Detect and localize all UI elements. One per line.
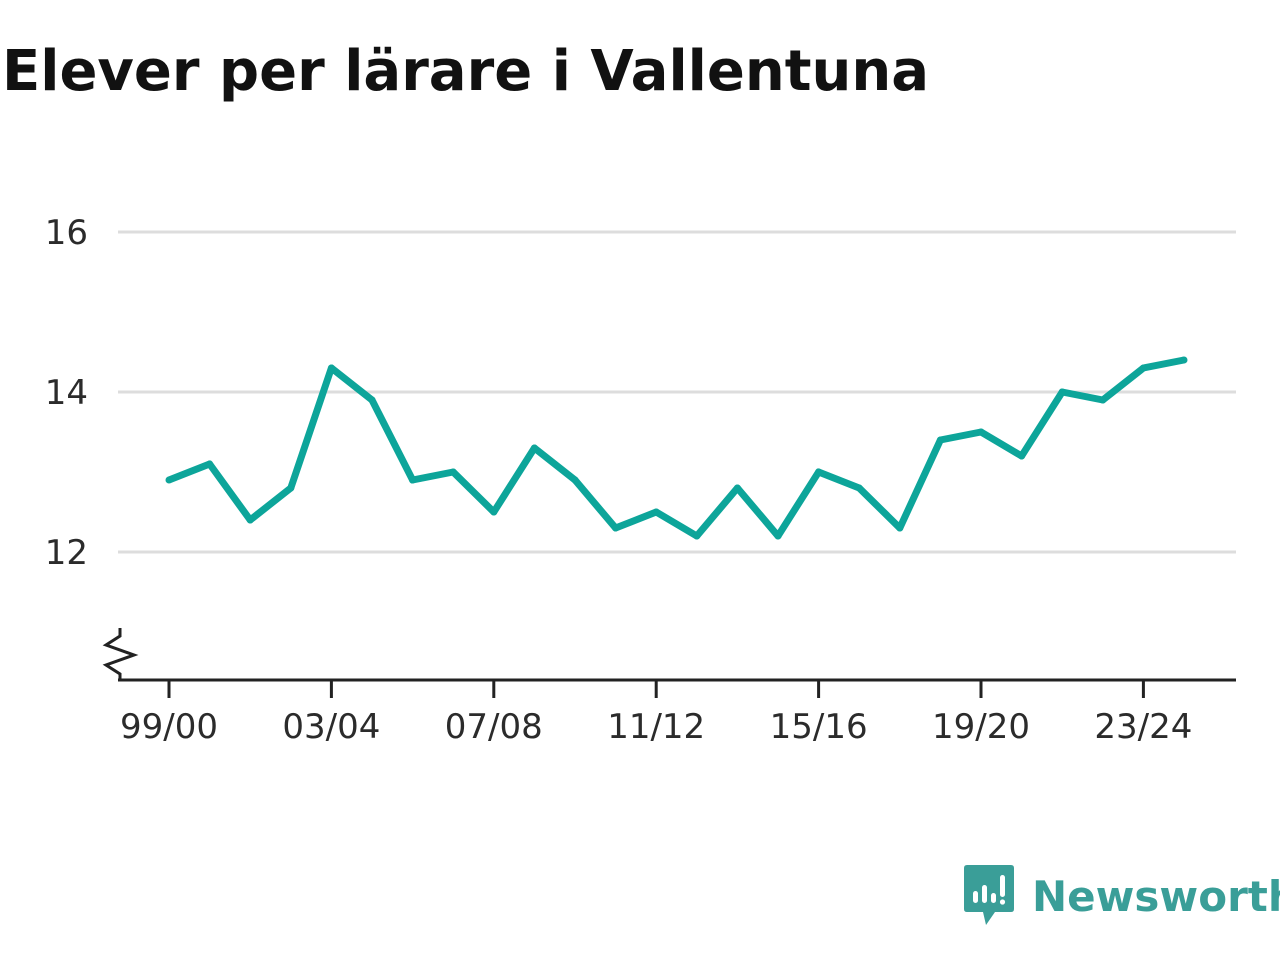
data-point-19-20 (977, 428, 985, 436)
data-point-03-04 (327, 364, 335, 372)
y-tick-label-14: 14 (45, 373, 88, 413)
x-tick-label-23-24: 23/24 (1094, 707, 1192, 747)
x-tick-label-11-12: 11/12 (607, 707, 705, 747)
x-tick-label-07-08: 07/08 (445, 707, 543, 747)
data-point-18-19 (936, 436, 944, 444)
x-axis: 99/00 03/04 07/08 11/12 15/16 19/20 23/24 (118, 678, 1236, 747)
data-point-20-21 (1018, 452, 1026, 460)
data-point-12-13 (693, 532, 701, 540)
brand: Newsworthy (964, 864, 1280, 928)
x-tick-label-15-16: 15/16 (770, 707, 868, 747)
data-point-07-08 (490, 508, 498, 516)
data-point-09-10 (571, 476, 579, 484)
data-point-00-01 (206, 460, 214, 468)
x-tick-label-19-20: 19/20 (932, 707, 1030, 747)
series-layer (165, 356, 1188, 540)
data-point-16-17 (855, 484, 863, 492)
axis-break-mark (102, 628, 139, 681)
data-point-13-14 (733, 484, 741, 492)
data-point-02-03 (287, 484, 295, 492)
data-point-11-12 (652, 508, 660, 516)
data-point-04-05 (368, 396, 376, 404)
brand-name: Newsworthy (1032, 871, 1280, 921)
data-point-08-09 (530, 444, 538, 452)
data-point-22-23 (1099, 396, 1107, 404)
data-point-14-15 (774, 532, 782, 540)
data-point-17-18 (896, 524, 904, 532)
y-axis: 12 14 16 (45, 213, 88, 573)
series-line-0 (167, 356, 1185, 540)
y-axis-break (102, 628, 139, 681)
data-point-23-24 (1139, 364, 1147, 372)
x-tick-label-03-04: 03/04 (282, 707, 380, 747)
data-point-99-00 (165, 476, 173, 484)
data-point-24-25 (1180, 356, 1188, 364)
data-point-10-11 (612, 524, 620, 532)
data-point-06-07 (449, 468, 457, 476)
newsworthy-logo-icon (964, 865, 1014, 925)
data-point-21-22 (1058, 388, 1066, 396)
chart-title: Elever per lärare i Vallentuna (2, 39, 929, 104)
y-tick-label-16: 16 (45, 213, 88, 253)
data-point-15-16 (815, 468, 823, 476)
data-point-05-06 (409, 476, 417, 484)
y-tick-label-12: 12 (45, 533, 88, 573)
data-point-01-02 (246, 516, 254, 524)
x-tick-label-99-00: 99/00 (120, 707, 218, 747)
gridlines (118, 230, 1236, 554)
